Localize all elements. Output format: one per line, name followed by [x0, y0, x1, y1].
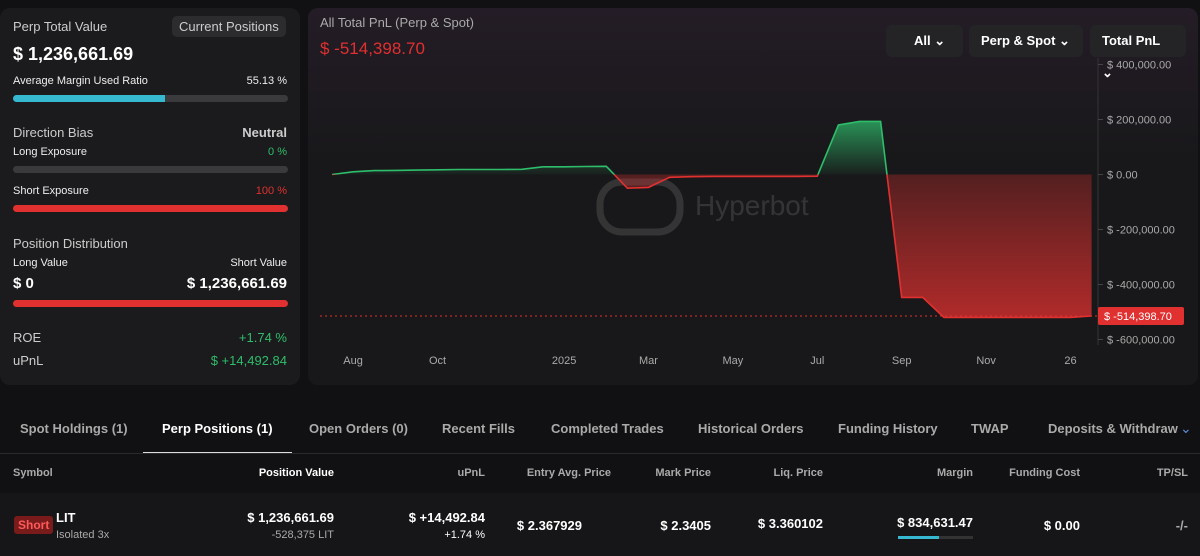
roe: +1.74 % — [444, 529, 485, 541]
tab[interactable]: Funding History — [838, 421, 938, 436]
source-button[interactable]: Perp & Spot ⌄ — [969, 25, 1083, 57]
tabs-more[interactable]: ⌄ — [1180, 420, 1192, 436]
distribution-bar — [13, 300, 288, 307]
column-header[interactable]: Funding Cost — [1009, 467, 1080, 479]
long-track — [13, 166, 288, 173]
tab[interactable]: Completed Trades — [551, 421, 664, 436]
y-tick-label: $ -200,000.00 — [1107, 225, 1175, 237]
total-value: $ 1,236,661.69 — [13, 44, 134, 64]
upnl-label: uPnL — [13, 353, 44, 368]
y-tick-label: $ 400,000.00 — [1107, 60, 1171, 72]
chart-card: All Total PnL (Perp & Spot) $ -514,398.7… — [308, 8, 1198, 385]
upnl: $ +14,492.84 — [408, 510, 485, 525]
margin: $ 834,631.47 — [897, 515, 973, 530]
chart: All Total PnL (Perp & Spot) $ -514,398.7… — [320, 15, 1184, 367]
watermark-text: Hyperbot — [695, 190, 809, 221]
last-value-label: $ -514,398.70 — [1104, 311, 1172, 323]
tab[interactable]: Deposits & Withdraw — [1048, 421, 1178, 436]
leverage: Isolated 3x — [56, 529, 110, 541]
symbol[interactable]: LIT — [56, 510, 76, 525]
column-header[interactable]: Position Value — [258, 467, 334, 479]
x-tick-label: Nov — [976, 355, 996, 367]
short-value-label: Short Value — [230, 257, 287, 269]
x-tick-label: Mar — [639, 355, 658, 367]
position-value: $ 1,236,661.69 — [247, 510, 334, 525]
x-tick-label: May — [723, 355, 744, 367]
y-tick-label: $ 0.00 — [1107, 170, 1138, 182]
column-header[interactable]: uPnL — [457, 467, 486, 479]
badge[interactable]: Current Positions — [172, 16, 286, 37]
short-track — [13, 205, 288, 212]
margin-track — [13, 95, 288, 102]
long-value-label: Long Value — [13, 257, 68, 269]
short-value: $ 1,236,661.69 — [186, 275, 287, 292]
line — [331, 120, 1092, 319]
short-label: Short Exposure — [13, 185, 89, 197]
tab[interactable]: Open Orders (0) — [309, 421, 408, 436]
long-exposure: 0 % — [268, 146, 287, 158]
range-text: All — [914, 33, 931, 48]
chart-total: $ -514,398.70 — [320, 39, 425, 58]
funding: $ 0.00 — [1043, 518, 1080, 533]
upnl: $ +14,492.84 — [210, 353, 287, 368]
entry-price: $ 2.367929 — [516, 518, 582, 533]
tpsl: -/- — [1175, 518, 1188, 533]
y-tick-label: $ -600,000.00 — [1107, 335, 1175, 347]
margin-label: Average Margin Used Ratio — [13, 75, 148, 87]
margin-bar — [13, 95, 165, 102]
tab[interactable]: Perp Positions (1) — [143, 421, 292, 454]
mark-price: $ 2.3405 — [660, 518, 711, 533]
tab[interactable]: TWAP — [971, 421, 1009, 436]
bias-label: Direction Bias — [13, 125, 94, 140]
summary-card: Perp Total Value Current Positions $ 1,2… — [0, 8, 300, 385]
bias: Neutral — [242, 125, 287, 140]
liq-price: $ 3.360102 — [757, 516, 823, 531]
table-row: Short LIT Isolated 3x $ 1,236,661.69 -52… — [0, 493, 1200, 556]
column-header[interactable]: Margin — [936, 467, 973, 479]
x-tick-label: 2025 — [552, 355, 576, 367]
summary-title: Perp Total Value — [13, 19, 108, 34]
tab[interactable]: Recent Fills — [442, 421, 515, 436]
side: Short — [14, 516, 54, 534]
size: -528,375 LIT — [271, 529, 334, 541]
long-value: $ 0 — [13, 275, 34, 292]
area — [332, 121, 1092, 318]
y-tick-label: $ -400,000.00 — [1107, 280, 1175, 292]
metric-button[interactable]: Total PnL ⌄ — [1090, 25, 1186, 80]
short-bar — [13, 205, 288, 212]
short-exposure: 100 % — [255, 185, 287, 197]
source-text: Perp & Spot — [981, 33, 1056, 48]
margin-ratio: 55.13 % — [246, 75, 287, 87]
column-header[interactable]: Entry Avg. Price — [526, 467, 611, 479]
x-tick-label: Jul — [810, 355, 824, 367]
tab[interactable]: Historical Orders — [698, 421, 804, 436]
y-tick-label: $ 200,000.00 — [1107, 115, 1171, 127]
last-value-tag — [1098, 306, 1184, 325]
long-label: Long Exposure — [13, 146, 87, 158]
x-tick-label: Oct — [429, 355, 446, 367]
tab[interactable]: Spot Holdings (1) — [20, 421, 128, 436]
column-header[interactable]: Mark Price — [655, 467, 711, 479]
column-header[interactable]: TP/SL — [1156, 467, 1188, 479]
metric-text: Total PnL — [1102, 33, 1161, 48]
roe: +1.74 % — [238, 330, 287, 345]
watermark: Hyperbot — [596, 178, 809, 236]
column-header[interactable]: Liq. Price — [773, 467, 823, 479]
column-header[interactable]: Symbol — [13, 467, 53, 479]
x-tick-label: Aug — [343, 355, 363, 367]
chart-title: All Total PnL (Perp & Spot) — [320, 15, 474, 30]
margin-track — [898, 536, 973, 539]
x-tick-label: Sep — [892, 355, 912, 367]
divider — [0, 453, 1200, 454]
distribution-label: Position Distribution — [13, 236, 128, 251]
roe-label: ROE — [13, 330, 42, 345]
range-button[interactable]: All ⌄ — [886, 25, 963, 57]
x-tick-label: 26 — [1064, 355, 1076, 367]
